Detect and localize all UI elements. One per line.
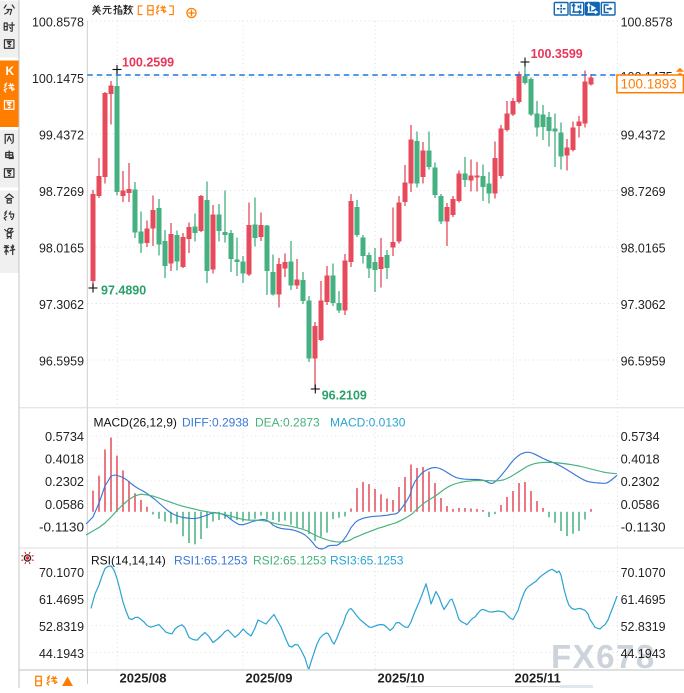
svg-text:-0.1130: -0.1130 [621, 520, 666, 535]
svg-text:FX678: FX678 [551, 638, 656, 675]
svg-text:99.4372: 99.4372 [621, 127, 666, 142]
svg-text:0.4018: 0.4018 [45, 452, 84, 467]
svg-text:52.8319: 52.8319 [39, 619, 84, 634]
svg-text:RSI1:65.1253: RSI1:65.1253 [174, 554, 248, 568]
svg-text:-0.1130: -0.1130 [39, 520, 84, 535]
svg-text:70.1070: 70.1070 [621, 565, 666, 580]
svg-text:RSI2:65.1253: RSI2:65.1253 [253, 554, 327, 568]
svg-text:100.8578: 100.8578 [32, 14, 84, 29]
svg-text:44.1943: 44.1943 [39, 646, 84, 661]
svg-text:0.2302: 0.2302 [45, 474, 84, 489]
svg-text:0.5734: 0.5734 [45, 429, 84, 444]
svg-text:2025/09: 2025/09 [246, 671, 293, 686]
svg-text:100.8578: 100.8578 [621, 14, 673, 29]
svg-text:96.2109: 96.2109 [322, 389, 367, 403]
svg-text:MACD:0.0130: MACD:0.0130 [330, 416, 406, 430]
svg-text:98.0165: 98.0165 [39, 240, 84, 255]
svg-text:98.7269: 98.7269 [621, 184, 666, 199]
svg-text:K: K [6, 64, 15, 78]
svg-text:100.1893: 100.1893 [621, 77, 677, 92]
svg-text:0.5734: 0.5734 [621, 429, 660, 444]
svg-text:97.4890: 97.4890 [101, 284, 146, 298]
svg-text:0.2302: 0.2302 [621, 474, 660, 489]
svg-text:2025/11: 2025/11 [515, 671, 561, 686]
svg-text:96.5959: 96.5959 [39, 353, 84, 368]
svg-text:2025/08: 2025/08 [120, 671, 167, 686]
svg-text:0.4018: 0.4018 [621, 452, 660, 467]
svg-text:97.3062: 97.3062 [39, 297, 84, 312]
svg-text:52.8319: 52.8319 [621, 619, 666, 634]
svg-text:0.0586: 0.0586 [621, 497, 660, 512]
svg-text:61.4695: 61.4695 [39, 592, 84, 607]
svg-text:98.0165: 98.0165 [621, 240, 666, 255]
svg-text:RSI(14,14,14): RSI(14,14,14) [91, 554, 166, 568]
svg-text:DIFF:0.2938: DIFF:0.2938 [182, 416, 249, 430]
svg-text:100.1475: 100.1475 [32, 71, 84, 86]
svg-text:96.5959: 96.5959 [621, 353, 666, 368]
svg-text:0.0586: 0.0586 [45, 497, 84, 512]
svg-text:100.2599: 100.2599 [122, 56, 174, 70]
svg-text:99.4372: 99.4372 [39, 127, 84, 142]
svg-text:DEA:0.2873: DEA:0.2873 [255, 416, 320, 430]
svg-text:2025/10: 2025/10 [378, 671, 425, 686]
svg-text:RSI3:65.1253: RSI3:65.1253 [330, 554, 404, 568]
svg-text:61.4695: 61.4695 [621, 592, 666, 607]
svg-text:98.7269: 98.7269 [39, 184, 84, 199]
svg-text:MACD(26,12,9): MACD(26,12,9) [94, 416, 177, 430]
svg-text:70.1070: 70.1070 [39, 565, 84, 580]
svg-text:44.1943: 44.1943 [621, 646, 666, 661]
svg-text:97.3062: 97.3062 [621, 297, 666, 312]
svg-text:100.3599: 100.3599 [531, 47, 583, 61]
